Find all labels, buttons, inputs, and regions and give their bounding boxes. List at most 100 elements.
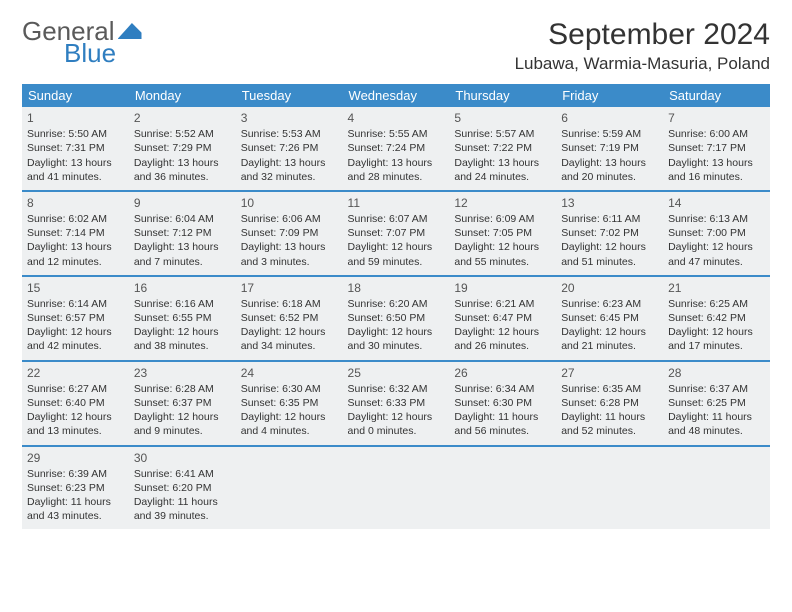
calendar-row: 29Sunrise: 6:39 AMSunset: 6:23 PMDayligh… <box>22 446 770 530</box>
calendar-cell: 23Sunrise: 6:28 AMSunset: 6:37 PMDayligh… <box>129 361 236 446</box>
sunset-line: Sunset: 6:23 PM <box>27 481 124 495</box>
sunrise-line: Sunrise: 6:00 AM <box>668 127 765 141</box>
day-number: 23 <box>134 365 231 381</box>
day-number: 13 <box>561 195 658 211</box>
location-label: Lubawa, Warmia-Masuria, Poland <box>515 54 770 74</box>
daylight-line: Daylight: 12 hours and 30 minutes. <box>348 325 445 353</box>
sunset-line: Sunset: 7:05 PM <box>454 226 551 240</box>
daylight-line: Daylight: 11 hours and 39 minutes. <box>134 495 231 523</box>
sunrise-line: Sunrise: 6:39 AM <box>27 467 124 481</box>
sunset-line: Sunset: 6:33 PM <box>348 396 445 410</box>
calendar-cell <box>236 446 343 530</box>
calendar-cell <box>449 446 556 530</box>
daylight-line: Daylight: 12 hours and 9 minutes. <box>134 410 231 438</box>
sunrise-line: Sunrise: 6:25 AM <box>668 297 765 311</box>
sunrise-line: Sunrise: 6:18 AM <box>241 297 338 311</box>
calendar-cell: 29Sunrise: 6:39 AMSunset: 6:23 PMDayligh… <box>22 446 129 530</box>
sunset-line: Sunset: 7:26 PM <box>241 141 338 155</box>
daylight-line: Daylight: 13 hours and 36 minutes. <box>134 156 231 184</box>
sunrise-line: Sunrise: 6:06 AM <box>241 212 338 226</box>
sunrise-line: Sunrise: 6:32 AM <box>348 382 445 396</box>
sunrise-line: Sunrise: 6:09 AM <box>454 212 551 226</box>
sunrise-line: Sunrise: 5:50 AM <box>27 127 124 141</box>
sunset-line: Sunset: 6:37 PM <box>134 396 231 410</box>
weekday-header: Tuesday <box>236 84 343 107</box>
daylight-line: Daylight: 12 hours and 38 minutes. <box>134 325 231 353</box>
calendar-body: 1Sunrise: 5:50 AMSunset: 7:31 PM Daylight… <box>22 107 770 529</box>
calendar-cell: 8Sunrise: 6:02 AMSunset: 7:14 PMDaylight… <box>22 191 129 276</box>
sunset-line: Sunset: 6:45 PM <box>561 311 658 325</box>
brand-word-2: Blue <box>64 40 142 66</box>
calendar-cell: 18Sunrise: 6:20 AMSunset: 6:50 PMDayligh… <box>343 276 450 361</box>
day-number: 14 <box>668 195 765 211</box>
daylight-line: Daylight: 12 hours and 0 minutes. <box>348 410 445 438</box>
day-number: 1 <box>27 110 124 126</box>
day-number: 20 <box>561 280 658 296</box>
sunrise-line: Sunrise: 6:23 AM <box>561 297 658 311</box>
sunrise-line: Sunrise: 6:35 AM <box>561 382 658 396</box>
day-number: 4 <box>348 110 445 126</box>
calendar-cell: 25Sunrise: 6:32 AMSunset: 6:33 PMDayligh… <box>343 361 450 446</box>
calendar-cell: 15Sunrise: 6:14 AMSunset: 6:57 PMDayligh… <box>22 276 129 361</box>
day-number: 19 <box>454 280 551 296</box>
day-number: 9 <box>134 195 231 211</box>
calendar-cell: 20Sunrise: 6:23 AMSunset: 6:45 PMDayligh… <box>556 276 663 361</box>
daylight-line: Daylight: 13 hours and 20 minutes. <box>561 156 658 184</box>
daylight-line: Daylight: 12 hours and 26 minutes. <box>454 325 551 353</box>
calendar-cell: 16Sunrise: 6:16 AMSunset: 6:55 PMDayligh… <box>129 276 236 361</box>
calendar-cell: 12Sunrise: 6:09 AMSunset: 7:05 PMDayligh… <box>449 191 556 276</box>
weekday-header: Friday <box>556 84 663 107</box>
calendar-cell: 21Sunrise: 6:25 AMSunset: 6:42 PMDayligh… <box>663 276 770 361</box>
daylight-line: Daylight: 12 hours and 59 minutes. <box>348 240 445 268</box>
calendar-row: 1Sunrise: 5:50 AMSunset: 7:31 PM Daylight… <box>22 107 770 191</box>
day-number: 22 <box>27 365 124 381</box>
calendar-row: 8Sunrise: 6:02 AMSunset: 7:14 PMDaylight… <box>22 191 770 276</box>
sunrise-line: Sunrise: 6:13 AM <box>668 212 765 226</box>
sunrise-line: Sunrise: 6:34 AM <box>454 382 551 396</box>
sunset-line: Sunset: 6:28 PM <box>561 396 658 410</box>
day-number: 16 <box>134 280 231 296</box>
daylight-line: Daylight: 13 hours and 16 minutes. <box>668 156 765 184</box>
sunrise-line: Sunrise: 6:14 AM <box>27 297 124 311</box>
daylight-line: Daylight: 11 hours and 48 minutes. <box>668 410 765 438</box>
day-number: 27 <box>561 365 658 381</box>
sunset-line: Sunset: 7:31 PM <box>27 141 124 155</box>
calendar-cell: 14Sunrise: 6:13 AMSunset: 7:00 PMDayligh… <box>663 191 770 276</box>
daylight-line: Daylight: 12 hours and 4 minutes. <box>241 410 338 438</box>
calendar-row: 15Sunrise: 6:14 AMSunset: 6:57 PMDayligh… <box>22 276 770 361</box>
daylight-line: Daylight: 12 hours and 17 minutes. <box>668 325 765 353</box>
brand-logo: General Blue <box>22 18 142 66</box>
sunrise-line: Sunrise: 6:37 AM <box>668 382 765 396</box>
day-number: 8 <box>27 195 124 211</box>
sunset-line: Sunset: 7:17 PM <box>668 141 765 155</box>
sunset-line: Sunset: 6:55 PM <box>134 311 231 325</box>
page-title: September 2024 <box>515 18 770 52</box>
day-number: 18 <box>348 280 445 296</box>
daylight-line: Daylight: 13 hours and 28 minutes. <box>348 156 445 184</box>
day-number: 30 <box>134 450 231 466</box>
sunset-line: Sunset: 7:00 PM <box>668 226 765 240</box>
sunrise-line: Sunrise: 5:59 AM <box>561 127 658 141</box>
day-number: 29 <box>27 450 124 466</box>
sunset-line: Sunset: 7:02 PM <box>561 226 658 240</box>
sunrise-line: Sunrise: 5:57 AM <box>454 127 551 141</box>
day-number: 15 <box>27 280 124 296</box>
daylight-line: Daylight: 13 hours and 12 minutes. <box>27 240 124 268</box>
calendar-cell: 4Sunrise: 5:55 AMSunset: 7:24 PMDaylight… <box>343 107 450 191</box>
daylight-line: Daylight: 11 hours and 43 minutes. <box>27 495 124 523</box>
daylight-line: Daylight: 12 hours and 21 minutes. <box>561 325 658 353</box>
sunset-line: Sunset: 7:24 PM <box>348 141 445 155</box>
day-number: 11 <box>348 195 445 211</box>
day-number: 24 <box>241 365 338 381</box>
calendar-cell: 2Sunrise: 5:52 AMSunset: 7:29 PMDaylight… <box>129 107 236 191</box>
calendar-cell: 5Sunrise: 5:57 AMSunset: 7:22 PMDaylight… <box>449 107 556 191</box>
calendar-cell: 24Sunrise: 6:30 AMSunset: 6:35 PMDayligh… <box>236 361 343 446</box>
sunrise-line: Sunrise: 6:41 AM <box>134 467 231 481</box>
daylight-line: Daylight: 13 hours and 32 minutes. <box>241 156 338 184</box>
title-block: September 2024 Lubawa, Warmia-Masuria, P… <box>515 18 770 74</box>
sunset-line: Sunset: 7:29 PM <box>134 141 231 155</box>
sunset-line: Sunset: 6:20 PM <box>134 481 231 495</box>
calendar-cell: 7Sunrise: 6:00 AMSunset: 7:17 PMDaylight… <box>663 107 770 191</box>
calendar-cell: 6Sunrise: 5:59 AMSunset: 7:19 PMDaylight… <box>556 107 663 191</box>
day-number: 3 <box>241 110 338 126</box>
